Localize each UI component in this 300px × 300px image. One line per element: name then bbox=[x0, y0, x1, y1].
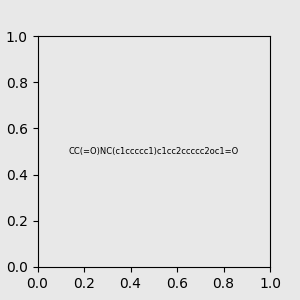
Text: CC(=O)NC(c1ccccc1)c1cc2ccccc2oc1=O: CC(=O)NC(c1ccccc1)c1cc2ccccc2oc1=O bbox=[69, 147, 239, 156]
